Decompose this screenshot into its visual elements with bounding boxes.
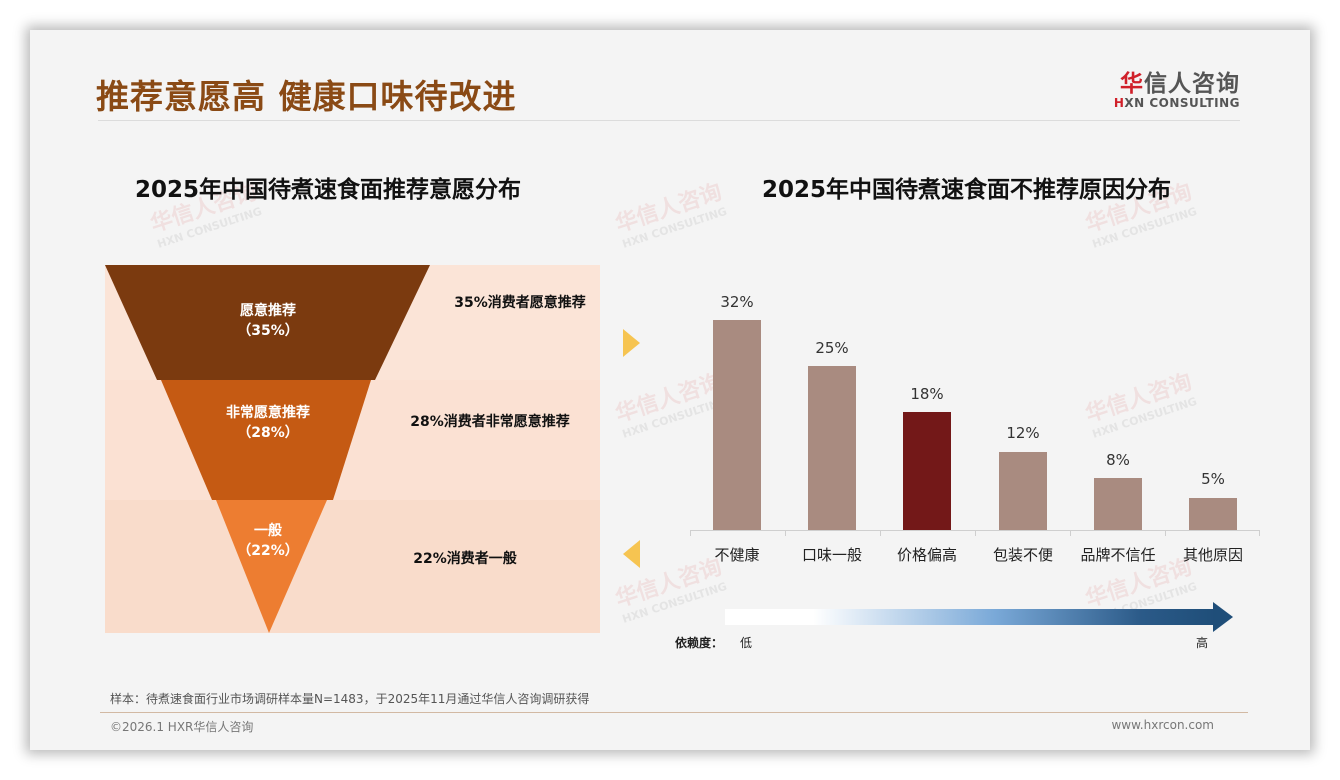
bar-packaging xyxy=(999,452,1047,530)
logo-en-text: XN CONSULTING xyxy=(1124,96,1240,110)
bar-value-label: 8% xyxy=(1106,451,1130,469)
funnel-shape xyxy=(105,265,430,633)
website-link[interactable]: www.hxrcon.com xyxy=(1111,718,1214,732)
funnel-band-3: 22%消费者一般 xyxy=(105,500,600,633)
logo-cn: 华信人咨询 xyxy=(1114,64,1240,98)
x-axis-label: 其他原因 xyxy=(1182,546,1243,564)
x-axis-label: 品牌不信任 xyxy=(1080,546,1156,564)
company-logo: 华信人咨询 HXN CONSULTING xyxy=(1114,64,1240,110)
funnel-segment-1 xyxy=(105,265,430,380)
axis-tick xyxy=(975,530,976,536)
funnel-segment-3 xyxy=(216,500,327,633)
axis-tick xyxy=(785,530,786,536)
axis-tick xyxy=(1070,530,1071,536)
bar-value-label: 32% xyxy=(720,293,754,311)
bar-value-label: 5% xyxy=(1201,470,1225,488)
sample-note: 样本：待煮速食面行业市场调研样本量N=1483，于2025年11月通过华信人咨询… xyxy=(110,692,590,706)
funnel-label-1: 愿意推荐 （35%） xyxy=(198,301,338,341)
bar-price xyxy=(903,412,951,530)
bar-brand-trust xyxy=(1094,478,1142,530)
funnel-annotation-3: 22%消费者一般 xyxy=(413,551,517,567)
dependency-low-label: 低 xyxy=(740,636,753,650)
funnel-label-2-name: 非常愿意推荐 xyxy=(226,405,310,421)
dependency-high-label: 高 xyxy=(1196,636,1209,650)
funnel-label-1-pct: （35%） xyxy=(237,323,299,339)
x-axis-label: 价格偏高 xyxy=(896,546,957,564)
funnel-segment-2 xyxy=(161,380,371,500)
funnel-label-3: 一般 （22%） xyxy=(198,521,338,561)
triangle-left-icon xyxy=(623,540,640,568)
dependency-label: 依赖度： xyxy=(675,636,724,650)
logo-mark: 华 xyxy=(1120,71,1144,97)
copyright: ©2026.1 HXR华信人咨询 xyxy=(110,720,254,734)
logo-en: HXN CONSULTING xyxy=(1114,96,1240,110)
funnel-label-2: 非常愿意推荐 （28%） xyxy=(198,403,338,443)
bar-other xyxy=(1189,498,1237,530)
funnel-annotation-1: 35%消费者愿意推荐 xyxy=(454,295,586,311)
funnel-label-2-pct: （28%） xyxy=(237,425,299,441)
bar-chart-title: 2025年中国待煮速食面不推荐原因分布 xyxy=(762,177,1172,203)
bar-value-label: 25% xyxy=(815,339,849,357)
footer-divider xyxy=(100,712,1248,713)
bar-value-label: 18% xyxy=(910,385,944,403)
funnel-chart-title: 2025年中国待煮速食面推荐意愿分布 xyxy=(135,177,522,203)
x-axis-label: 口味一般 xyxy=(801,546,862,564)
bar-taste xyxy=(808,366,856,530)
dependency-gradient-arrow xyxy=(725,602,1233,632)
funnel-label-3-name: 一般 xyxy=(254,523,282,539)
bar-unhealthy xyxy=(713,320,761,530)
funnel-label-3-pct: （22%） xyxy=(237,543,299,559)
x-axis-label: 包装不便 xyxy=(992,546,1053,564)
axis-tick xyxy=(1259,530,1260,536)
funnel-label-1-name: 愿意推荐 xyxy=(240,303,296,319)
x-axis-label: 不健康 xyxy=(714,546,760,564)
page-title: 推荐意愿高 健康口味待改进 xyxy=(96,77,517,116)
title-divider xyxy=(98,120,1240,121)
logo-en-mark: H xyxy=(1113,96,1125,110)
bar-value-label: 12% xyxy=(1006,424,1040,442)
funnel-annotation-2: 28%消费者非常愿意推荐 xyxy=(410,414,570,430)
axis-tick xyxy=(880,530,881,536)
slide: 推荐意愿高 健康口味待改进 华信人咨询 HXN CONSULTING 华信人咨询… xyxy=(30,30,1310,750)
axis-tick xyxy=(690,530,691,536)
axis-tick xyxy=(1165,530,1166,536)
logo-cn-text: 信人咨询 xyxy=(1144,71,1240,97)
triangle-right-icon xyxy=(623,329,640,357)
